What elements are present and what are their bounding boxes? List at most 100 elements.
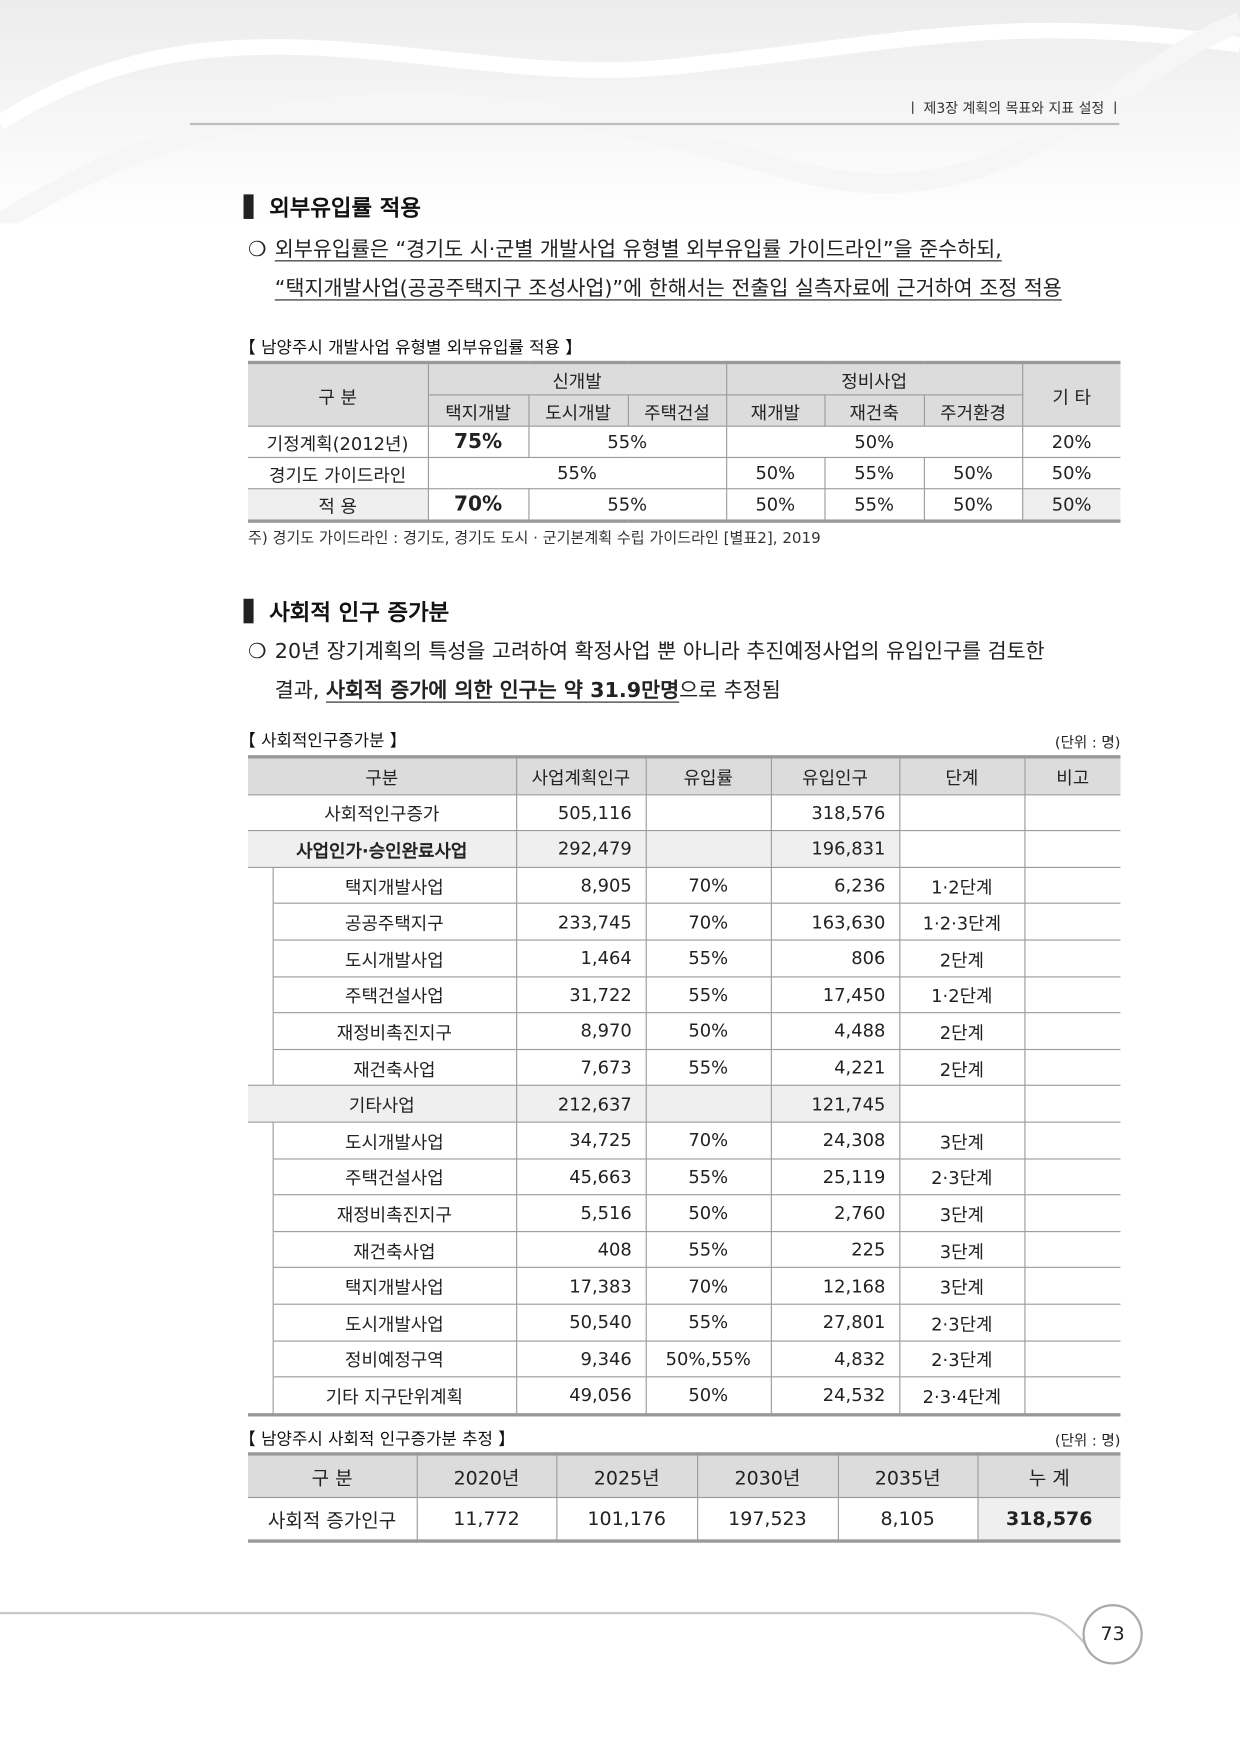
header-cell: 재개발 [725,394,826,427]
cell: 택지개발사업 [272,1267,517,1305]
table-row: 재건축사업 408 55% 225 3단계 [247,1230,1121,1269]
cell: 경기도 가이드라인 [247,456,429,490]
footer-line-decoration [0,1611,1090,1649]
cell [1023,1339,1121,1378]
header-cell: 2025년 [555,1453,698,1499]
cell: 기타 지구단위계획 [272,1376,517,1416]
table-row-total: 사회적인구증가 505,116 318,576 [247,793,1121,832]
cell [1023,793,1121,832]
cell: 50% [1021,456,1121,490]
cell: 163,630 [770,903,900,941]
heading-marker-icon [243,598,254,623]
cell: 택지개발사업 [272,866,517,905]
cell: 2·3단계 [898,1303,1025,1342]
cell: 재정비촉진지구 [272,1012,517,1050]
cell: 55% [645,975,772,1014]
header-cell: 2020년 [416,1453,557,1499]
table-row: 도시개발사업 34,725 70% 24,308 3단계 [247,1121,1121,1160]
cell: 55% [645,1048,772,1087]
table-row: 택지개발사업 8,905 70% 6,236 1·2단계 [247,866,1121,905]
cell: 4,488 [770,1012,900,1050]
cell: 7,673 [515,1048,647,1087]
cell [1023,1048,1121,1087]
cell: 적 용 [247,488,429,522]
cell: 196,831 [770,830,900,868]
cell: 8,905 [515,866,647,905]
header-cell: 도시개발 [527,394,629,427]
cell: 233,745 [515,903,647,941]
cell: 55% [823,488,925,522]
cell: 50%,55% [645,1339,772,1378]
cell: 재건축사업 [272,1048,517,1087]
cell: 재건축사업 [272,1230,517,1269]
cell: 1·2단계 [898,975,1025,1014]
cell: 5,516 [515,1194,647,1232]
cell [1023,975,1121,1014]
cell: 기정계획(2012년) [247,425,429,459]
indent-cell [247,1304,274,1341]
cell: 70% [645,903,772,941]
indent-cell [247,1049,274,1086]
cell: 50,540 [515,1303,647,1342]
table-row: 도시개발사업 1,464 55% 806 2단계 [247,939,1121,977]
cell: 정비예정구역 [272,1339,517,1378]
cell: 2·3·4단계 [898,1376,1025,1416]
chapter-header: ㅣ 제3장 계획의 목표와 지표 설정 ㅣ [906,99,1122,117]
para-line: “택지개발사업(공공주택지구 조성사업)”에 한해서는 전출입 실측자료에 근거… [274,277,1062,301]
cell [898,793,1025,832]
social-increase-estimate-table: 구 분 2020년 2025년 2030년 2035년 누 계 사회적 증가인구 11,77… [247,1452,1121,1543]
cell: 24,532 [770,1376,900,1416]
header-cell: 주거환경 [923,394,1023,427]
cell: 주택건설사업 [272,1157,517,1196]
table-row: 공공주택지구 233,745 70% 163,630 1·2·3단계 [247,903,1121,941]
cell: 2·3단계 [898,1339,1025,1378]
cell: 50% [725,425,1023,459]
para-line: 외부유입률은 “경기도 시·군별 개발사업 유형별 외부유입률 가이드라인”을 … [274,237,1002,262]
cell: 34,725 [515,1121,647,1160]
cell: 20% [1021,425,1121,459]
paragraph-external-inflow: ❍ 외부유입률은 “경기도 시·군별 개발사업 유형별 외부유입률 가이드라인”을… [248,230,1122,308]
cell: 50% [725,488,826,522]
cell: 70% [427,488,529,522]
cell [1023,1194,1121,1232]
cell: 25,119 [770,1157,900,1196]
table-row: 기타 지구단위계획 49,056 50% 24,532 2·3·4단계 [247,1376,1121,1416]
section-title: 외부유입률 적용 [269,194,421,222]
cell: 70% [645,1267,772,1305]
table-row: 정비예정구역 9,346 50%,55% 4,832 2·3단계 [247,1339,1121,1378]
cell: 50% [645,1012,772,1050]
cell: 50% [1021,488,1121,522]
table-footnote: 주) 경기도 가이드라인 : 경기도, 경기도 도시 · 군기본계획 수립 가이… [247,529,821,548]
cell: 재정비촉진지구 [272,1194,517,1232]
indent-cell [247,1122,274,1159]
cell: 50% [645,1194,772,1232]
cell: 50% [923,456,1023,490]
cell [898,830,1025,868]
para-line: 20년 장기계획의 특성을 고려하여 확정사업 뿐 아니라 추진예정사업의 유입… [274,640,1045,664]
cell: 55% [645,939,772,977]
cell [645,1085,772,1123]
header-cell: 신개발 [427,361,727,396]
cell: 1·2단계 [898,866,1025,905]
header-cell: 재건축 [823,394,925,427]
cell: 505,116 [515,793,647,832]
indent-cell [247,1158,274,1195]
cell [898,1085,1025,1123]
cell [1023,866,1121,905]
section-heading-social-increase: 사회적 인구 증가분 [243,594,449,626]
indent-cell [247,940,274,977]
cell: 도시개발사업 [272,1121,517,1160]
indent-cell [247,1267,274,1305]
indent-cell [247,976,274,1013]
table-row: 주택건설사업 31,722 55% 17,450 1·2단계 [247,975,1121,1014]
cell: 4,221 [770,1048,900,1087]
table-row: 도시개발사업 50,540 55% 27,801 2·3단계 [247,1303,1121,1342]
cell: 55% [527,425,727,459]
unit-label: (단위 : 명) [1054,1433,1121,1450]
indent-cell [247,1340,274,1377]
cell: 사회적인구증가 [247,793,517,832]
cell: 2단계 [898,939,1025,977]
header-cell: 기 타 [1021,361,1121,427]
header-cell: 유입률 [645,756,772,795]
table-row-group: 기타사업 212,637 121,745 [247,1085,1121,1123]
